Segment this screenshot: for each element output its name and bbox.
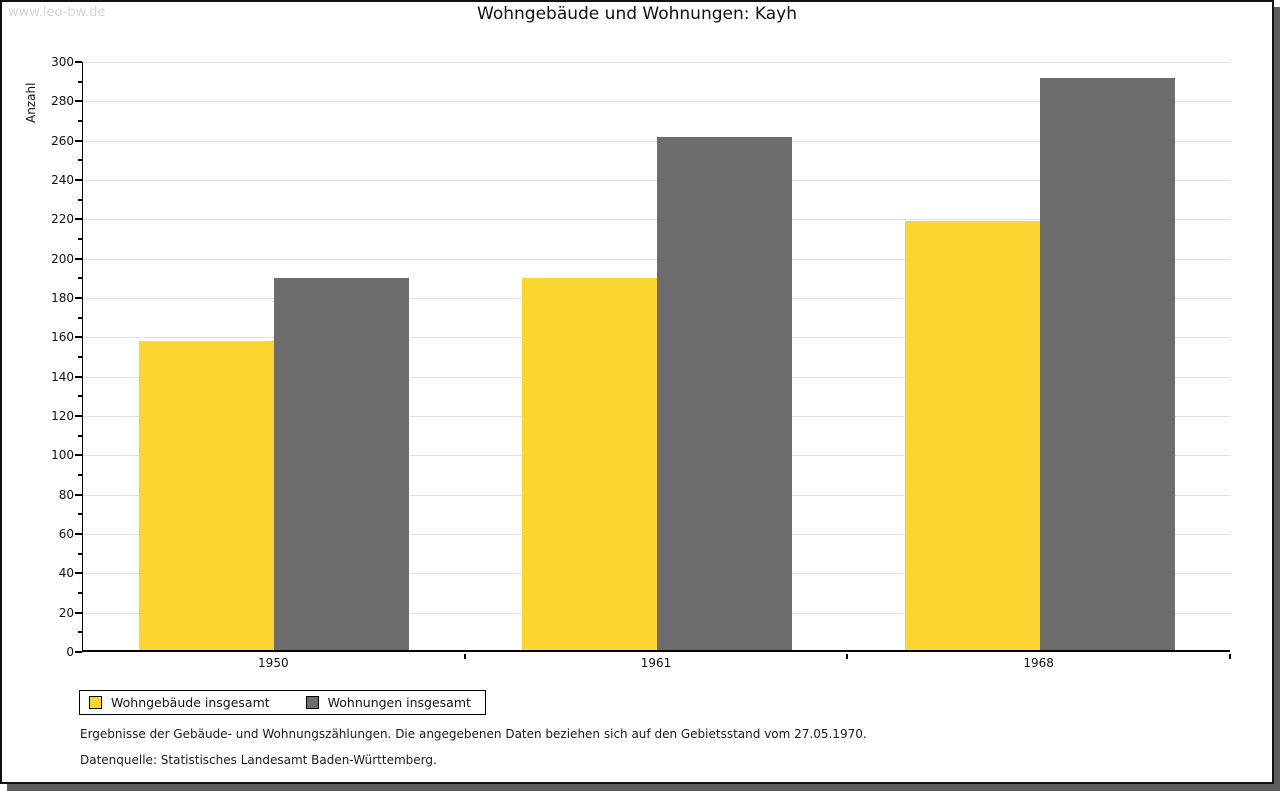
legend: Wohngebäude insgesamt Wohnungen insgesamt [79, 690, 486, 715]
bar-1968-series0 [904, 221, 1040, 650]
gridline-280 [83, 101, 1231, 103]
legend-label-0: Wohngebäude insgesamt [111, 695, 270, 710]
y-tick-label-240: 240 [51, 173, 74, 187]
y-tick-110 [78, 434, 82, 437]
y-tick-240 [75, 179, 82, 181]
x-boundary-tick-0 [464, 654, 466, 659]
bar-1950-series0 [139, 341, 275, 650]
y-tick-70 [78, 513, 82, 516]
x-boundary-tick-1 [846, 654, 848, 659]
y-tick-80 [75, 493, 82, 496]
bar-1961-series1 [657, 137, 792, 650]
y-tick-230 [78, 198, 82, 201]
y-tick-label-60: 60 [58, 527, 74, 541]
bar-1968-series1 [1039, 78, 1175, 650]
legend-item-0: Wohngebäude insgesamt [89, 695, 270, 710]
y-tick-210 [78, 238, 82, 240]
y-tick-50 [78, 552, 82, 555]
y-tick-label-80: 80 [58, 487, 74, 502]
bar-1950-series1 [274, 278, 410, 650]
y-tick-130 [78, 395, 82, 398]
y-tick-140 [75, 375, 82, 378]
x-label-1961: 1961 [640, 656, 672, 670]
y-tick-label-0: 0 [66, 645, 74, 659]
y-tick-label-40: 40 [58, 566, 74, 581]
bar-1961-series0 [522, 278, 657, 650]
y-tick-label-200: 200 [51, 251, 74, 266]
y-tick-120 [75, 415, 82, 417]
y-tick-label-140: 140 [51, 369, 74, 384]
gridline-300 [83, 62, 1231, 63]
y-tick-270 [78, 120, 82, 122]
y-tick-label-280: 280 [51, 94, 74, 109]
y-tick-label-100: 100 [51, 448, 74, 463]
y-tick-10 [78, 631, 82, 634]
legend-swatch-0 [89, 696, 102, 709]
y-tick-190 [78, 277, 82, 280]
footnote-datasource: Datenquelle: Statistisches Landesamt Bad… [80, 753, 437, 767]
frame-shadow-bottom [7, 784, 1280, 791]
y-tick-100 [75, 454, 82, 457]
y-tick-250 [78, 159, 82, 162]
y-tick-260 [75, 139, 82, 142]
y-tick-label-120: 120 [51, 409, 74, 423]
y-tick-220 [75, 218, 82, 221]
y-tick-170 [78, 316, 82, 319]
y-tick-label-300: 300 [51, 55, 74, 69]
plot-area [82, 62, 1231, 652]
y-tick-300 [75, 61, 82, 63]
y-tick-label-160: 160 [51, 330, 74, 345]
y-tick-90 [78, 474, 82, 476]
x-label-1950: 1950 [258, 656, 289, 670]
watermark: www.leo-bw.de [8, 5, 106, 20]
x-label-1968: 1968 [1023, 656, 1054, 670]
y-tick-150 [78, 356, 82, 358]
legend-item-1: Wohnungen insgesamt [305, 695, 471, 710]
y-tick-label-220: 220 [51, 212, 74, 227]
footnote-source-note: Ergebnisse der Gebäude- und Wohnungszähl… [80, 727, 867, 741]
y-tick-290 [78, 80, 82, 83]
y-tick-200 [75, 257, 82, 260]
y-tick-280 [75, 100, 82, 103]
legend-label-1: Wohnungen insgesamt [327, 695, 471, 710]
y-tick-20 [75, 611, 82, 614]
y-tick-label-20: 20 [58, 605, 74, 620]
y-tick-0 [75, 651, 82, 653]
y-tick-label-260: 260 [51, 133, 74, 148]
legend-swatch-1 [305, 696, 319, 709]
y-tick-180 [75, 297, 82, 299]
y-tick-30 [78, 592, 82, 594]
y-tick-label-180: 180 [51, 291, 74, 305]
y-tick-40 [75, 572, 82, 575]
y-tick-60 [75, 533, 82, 535]
chart-title: Wohngebäude und Wohnungen: Kayh [477, 4, 797, 24]
x-boundary-tick-2 [1229, 654, 1231, 659]
y-tick-160 [75, 336, 82, 339]
frame-shadow-right [1274, 7, 1280, 791]
